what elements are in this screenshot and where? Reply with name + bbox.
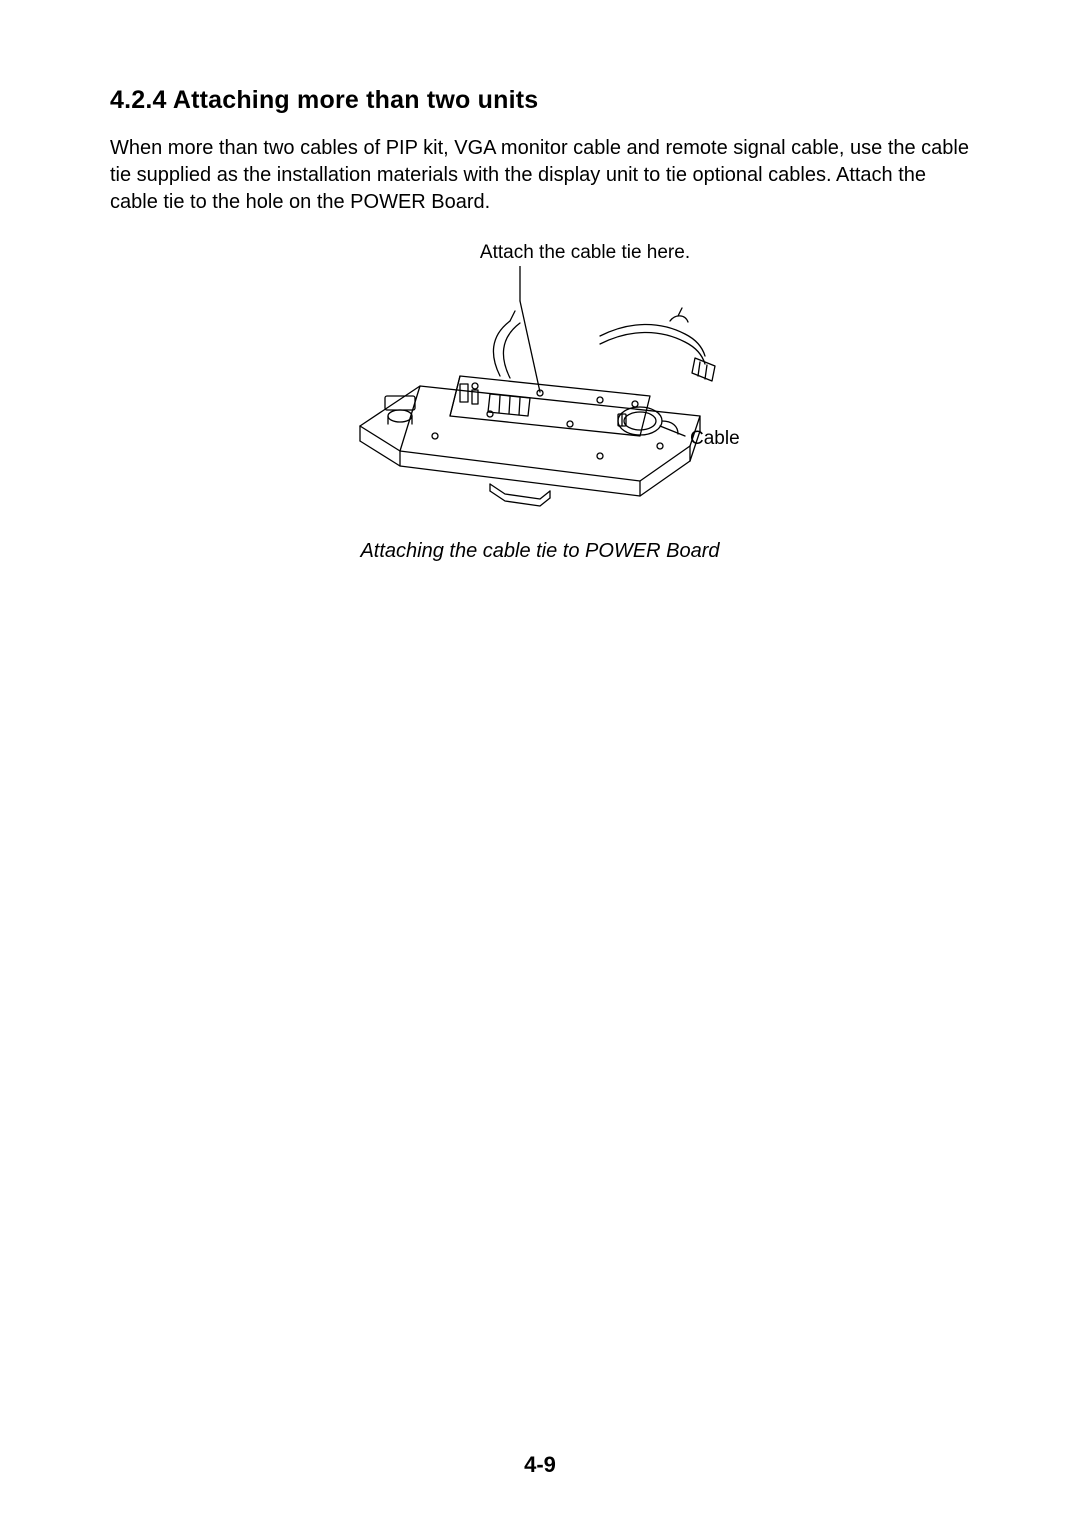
figure-caption: Attaching the cable tie to POWER Board	[110, 540, 970, 563]
document-page: 4.2.4 Attaching more than two units When…	[0, 0, 1080, 1528]
annotation-cable-tie: Cable tie	[690, 428, 740, 449]
section-heading: 4.2.4 Attaching more than two units	[110, 86, 970, 115]
page-number: 4-9	[0, 1452, 1080, 1478]
annotation-top: Attach the cable tie here.	[480, 242, 690, 264]
figure-block: Attach the cable tie here.	[110, 232, 970, 563]
body-paragraph: When more than two cables of PIP kit, VG…	[110, 135, 970, 216]
cable-tie-diagram: Cable tie	[340, 266, 740, 526]
